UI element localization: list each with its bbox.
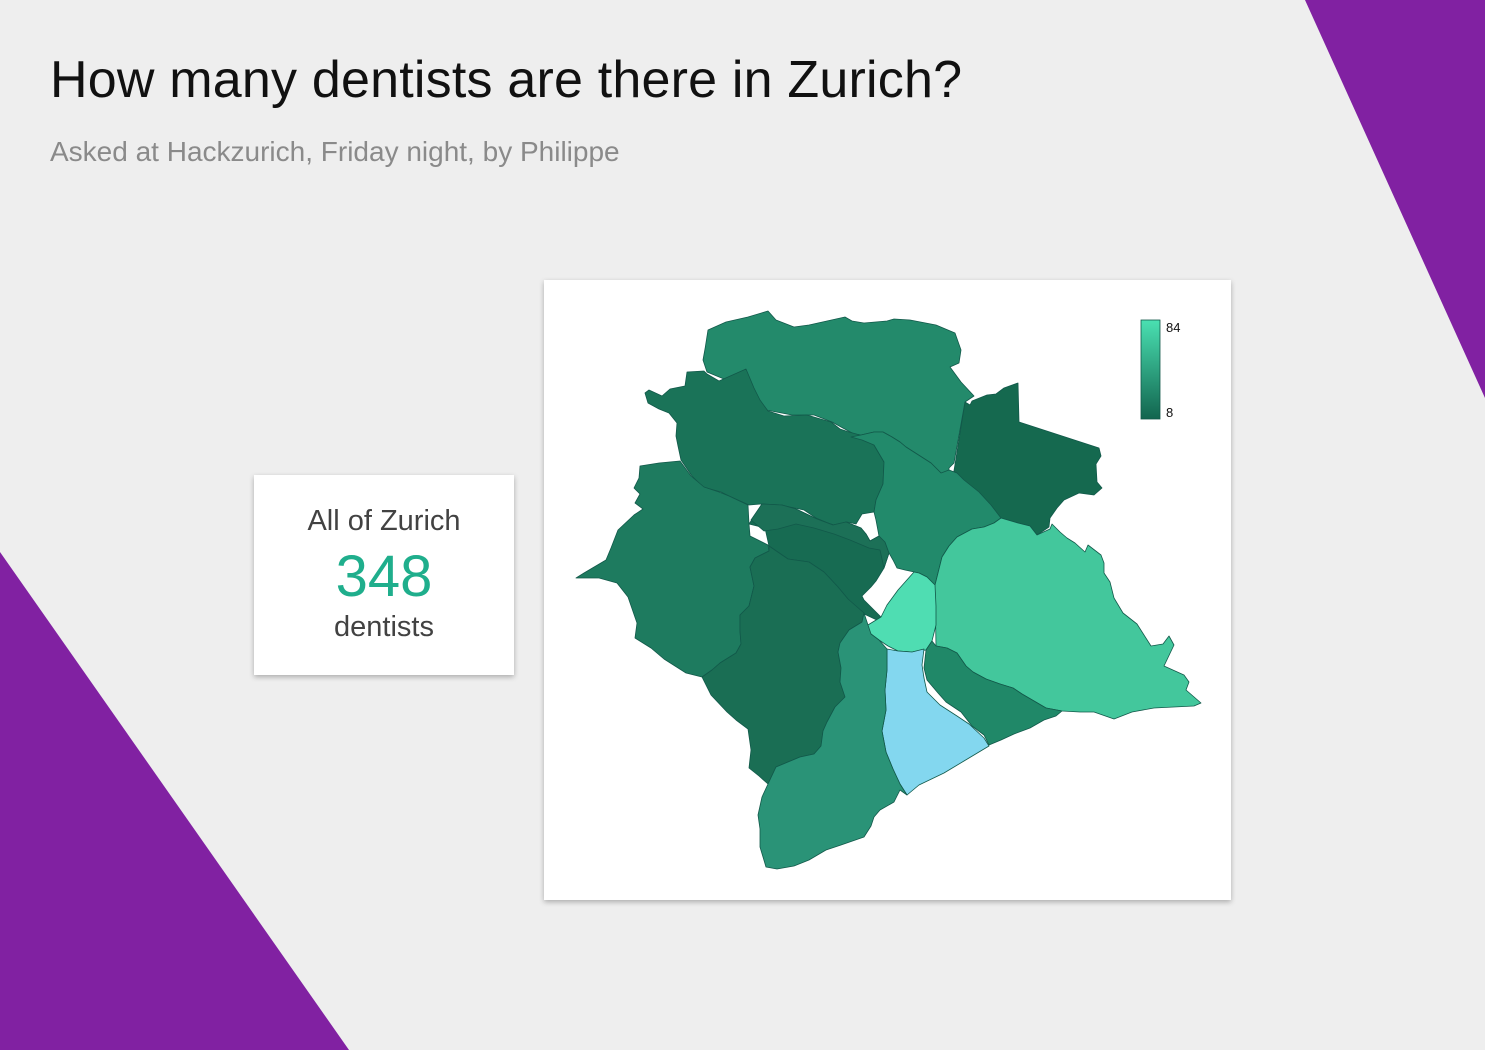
map-card: 84 8	[544, 280, 1231, 900]
purple-corner-top-right	[1305, 0, 1485, 398]
page-title: How many dentists are there in Zurich?	[50, 51, 963, 109]
legend-gradient-bar	[1140, 319, 1161, 420]
legend-max-label: 84	[1166, 320, 1180, 335]
summary-value: 348	[335, 544, 433, 609]
summary-label: All of Zurich	[307, 505, 461, 537]
color-legend: 84 8	[1140, 319, 1180, 420]
summary-card: All of Zurich 348 dentists	[254, 475, 514, 675]
summary-unit: dentists	[334, 611, 434, 643]
page-subtitle: Asked at Hackzurich, Friday night, by Ph…	[50, 136, 620, 167]
choropleth-map: 84 8	[575, 310, 1202, 870]
district-9[interactable]	[575, 460, 770, 678]
district-8[interactable]	[923, 640, 1063, 746]
district-1[interactable]	[862, 571, 937, 653]
purple-corner-bottom-left	[0, 552, 349, 1050]
district-2[interactable]	[757, 612, 908, 870]
legend-min-label: 8	[1166, 405, 1173, 420]
